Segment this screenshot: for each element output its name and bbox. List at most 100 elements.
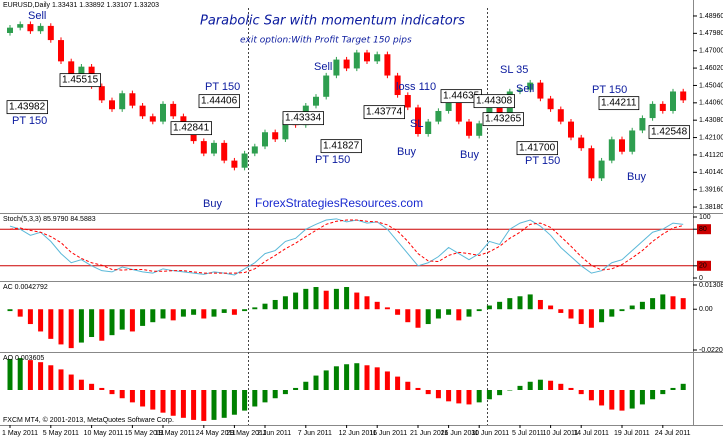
y-tick-label: 1.46020 bbox=[699, 65, 723, 72]
y-tick-label: 1.40140 bbox=[699, 169, 723, 176]
candle-body bbox=[37, 25, 44, 32]
bar bbox=[680, 298, 686, 310]
annotation: PT 150 bbox=[12, 115, 47, 127]
bar bbox=[344, 287, 350, 310]
chart-subtitle: exit option:With Profit Target 150 pips bbox=[240, 36, 412, 46]
candle-body bbox=[588, 148, 595, 179]
annotation: PT 150 bbox=[315, 154, 350, 166]
y-tick-label: 1.47980 bbox=[699, 30, 723, 37]
bar bbox=[374, 301, 380, 310]
bar bbox=[191, 309, 197, 315]
candle-body bbox=[415, 107, 421, 135]
bar bbox=[191, 390, 197, 420]
chart-header: EURUSD,Daily 1.33431 1.33892 1.33107 1.3… bbox=[3, 2, 159, 9]
bar bbox=[364, 296, 370, 310]
bar bbox=[303, 288, 309, 310]
price-label-box bbox=[516, 141, 558, 156]
bar bbox=[548, 380, 554, 390]
price-label-box bbox=[648, 125, 690, 140]
y-tick-label: 0.00 bbox=[699, 306, 713, 313]
candle-body bbox=[425, 121, 432, 135]
y-tick-label: 0 bbox=[699, 275, 703, 282]
bar bbox=[119, 390, 125, 399]
x-tick-label: 21 Jun 2011 bbox=[410, 430, 448, 437]
bar bbox=[242, 309, 248, 312]
bar bbox=[78, 379, 84, 390]
y-tick-label: 1.48960 bbox=[699, 13, 723, 20]
bar bbox=[415, 309, 421, 328]
annotation: Sell bbox=[314, 61, 332, 73]
price-label: 1.43265 bbox=[485, 114, 522, 125]
bar bbox=[27, 309, 33, 325]
bar bbox=[282, 390, 288, 395]
candle-body bbox=[231, 160, 238, 168]
bar bbox=[17, 309, 23, 317]
bar bbox=[660, 390, 666, 395]
candle-body bbox=[404, 95, 411, 108]
bar bbox=[568, 387, 574, 390]
bar bbox=[354, 292, 360, 310]
bar bbox=[497, 390, 503, 396]
candle-body bbox=[129, 93, 136, 106]
x-tick-label: 10 May 2011 bbox=[84, 430, 124, 437]
price-label: 1.42548 bbox=[651, 127, 688, 138]
bar bbox=[140, 390, 146, 407]
bar bbox=[252, 307, 258, 310]
bar bbox=[344, 364, 350, 390]
bar bbox=[7, 309, 13, 312]
bar bbox=[129, 390, 135, 403]
price-label-box bbox=[170, 121, 212, 136]
bar bbox=[537, 379, 543, 390]
bar bbox=[527, 381, 533, 390]
line-series bbox=[9, 218, 684, 276]
bar bbox=[425, 309, 431, 325]
candle-body bbox=[160, 103, 166, 122]
candle-body bbox=[670, 91, 676, 111]
bar bbox=[629, 390, 635, 409]
bar bbox=[313, 375, 319, 390]
bar bbox=[38, 362, 44, 390]
bar bbox=[221, 309, 227, 313]
price-label-box bbox=[320, 139, 362, 154]
bar bbox=[303, 381, 309, 390]
candle-body bbox=[323, 75, 330, 97]
bar bbox=[446, 309, 452, 315]
level-label-box bbox=[697, 224, 711, 235]
x-tick-label: 12 Jun 2011 bbox=[339, 430, 377, 437]
price-label-box bbox=[473, 94, 515, 109]
bar bbox=[609, 390, 615, 410]
bar bbox=[160, 309, 166, 319]
bar bbox=[650, 390, 656, 400]
price-label: 1.41700 bbox=[519, 143, 556, 154]
bar bbox=[435, 309, 441, 319]
candle-body bbox=[598, 160, 605, 179]
bar bbox=[405, 381, 411, 390]
panel-title: AO 0.003605 bbox=[3, 355, 44, 362]
price-label: 1.41827 bbox=[323, 141, 360, 152]
bar bbox=[599, 309, 605, 323]
bar bbox=[670, 296, 676, 310]
bar bbox=[129, 309, 135, 332]
candle-body bbox=[476, 123, 483, 136]
bar bbox=[119, 309, 125, 330]
bar bbox=[466, 390, 472, 405]
chart-title: Parabolic Sar with momentum indicators bbox=[200, 14, 465, 29]
bar bbox=[629, 305, 635, 310]
y-tick-label: 20 bbox=[699, 263, 707, 270]
bar bbox=[588, 390, 594, 401]
x-tick-label: 30 Jun 2011 bbox=[471, 430, 509, 437]
bar bbox=[272, 299, 278, 310]
x-tick-label: 7 Jun 2011 bbox=[298, 430, 332, 437]
price-label-box bbox=[598, 96, 640, 111]
price-label-box bbox=[282, 111, 324, 126]
bar bbox=[89, 383, 95, 390]
watermark: ForexStrategiesResources.com bbox=[255, 196, 423, 210]
y-tick-label: 1.38180 bbox=[699, 204, 723, 211]
annotation: Buy bbox=[397, 146, 416, 158]
bar bbox=[650, 298, 656, 310]
bar bbox=[395, 376, 401, 390]
candle-body bbox=[547, 98, 554, 110]
bar bbox=[109, 390, 115, 395]
bar bbox=[211, 309, 217, 317]
candle-body bbox=[353, 52, 360, 69]
